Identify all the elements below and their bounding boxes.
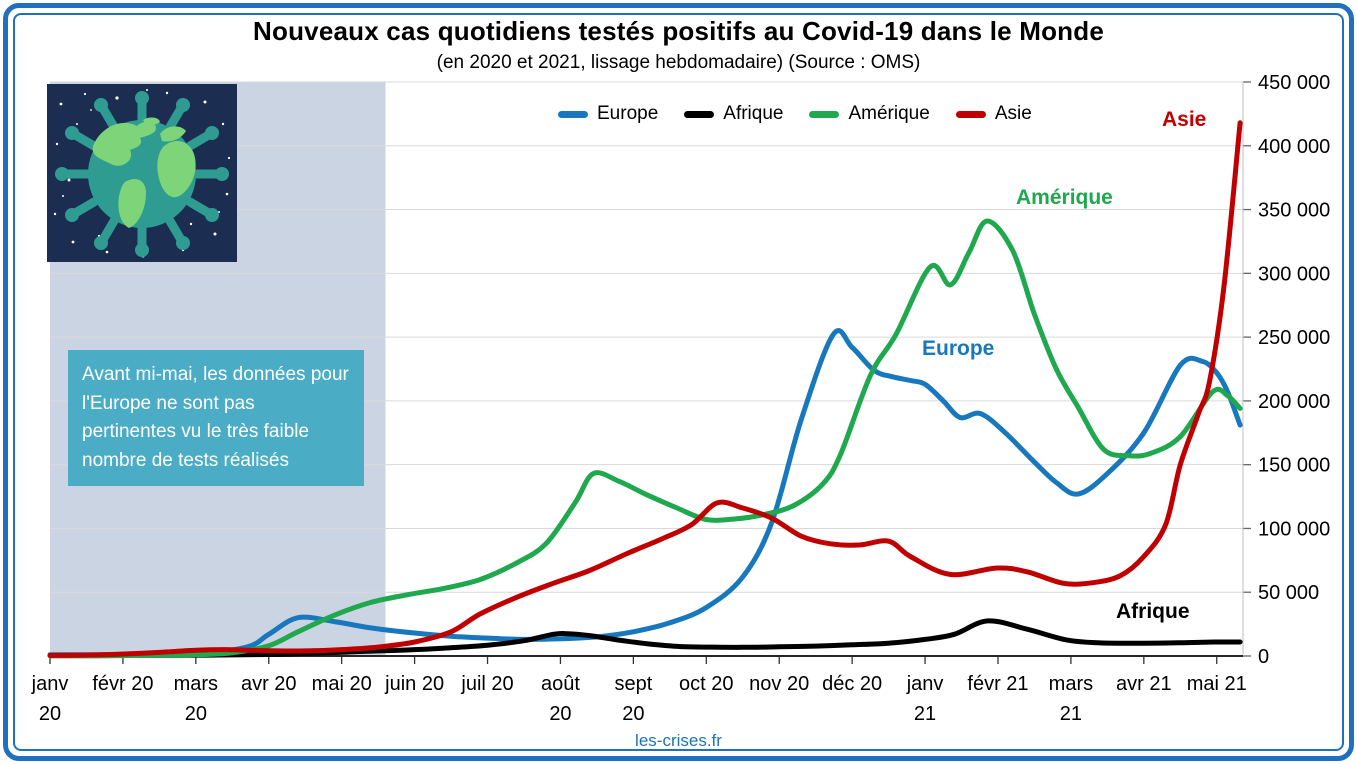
chart-subtitle: (en 2020 et 2021, lissage hebdomadaire) … [436,52,921,73]
x-tick-label: nov 20 [749,673,809,695]
y-tick-label: 50 000 [1258,582,1319,604]
x-tick-label: sept [614,673,652,695]
x-tick-label: avr 21 [1116,673,1172,695]
x-tick-label: mai 20 [312,673,372,695]
x-tick-label-line2: 20 [39,703,61,725]
x-tick-label: oct 20 [679,673,733,695]
legend-item-europe: Europe [558,103,658,125]
virus-globe-image [47,84,237,262]
x-tick-label: déc 20 [822,673,882,695]
legend-label-europe: Europe [597,103,659,124]
series-line-asie [47,120,1243,658]
legend-swatch-afrique [684,110,715,118]
series-line-europe [47,328,1243,658]
series-label-afrique: Afrique [1116,600,1190,623]
x-tick-label-line2: 21 [914,703,936,725]
legend-label-amerique: Amérique [848,103,930,124]
x-tick-label: févr 20 [92,673,153,695]
series-label-europe: Europe [922,337,995,360]
x-tick-label: juin 20 [384,673,444,695]
x-tick-label: août [541,673,580,695]
legend-swatch-europe [558,110,588,118]
y-tick-label: 100 000 [1258,518,1330,540]
virus-spike-knobs [55,91,229,257]
y-tick-label: 200 000 [1258,391,1330,413]
series-label-asie: Asie [1162,108,1207,131]
chart-title: Nouveaux cas quotidiens testés positifs … [253,16,1104,46]
chart-legend: Europe Afrique Amérique Asie [558,103,1032,125]
x-tick-label: mars [174,673,218,695]
europe-data-note: Avant mi-mai, les données pour l'Europe … [68,350,364,486]
x-tick-label-line2: 20 [549,703,571,725]
series-line-afrique [47,618,1243,659]
virus-spikes [62,97,222,251]
x-tick-label-line2: 20 [185,703,207,725]
x-tick-label-line2: 21 [1060,703,1082,725]
y-tick-label: 350 000 [1258,200,1330,222]
y-tick-label: 450 000 [1258,72,1330,94]
x-tick-label: mars [1049,673,1093,695]
y-tick-label: 150 000 [1258,455,1330,477]
series-label-amerique: Amérique [1016,186,1113,209]
source-site-label: les-crises.fr [635,731,722,750]
x-tick-label: févr 21 [967,673,1028,695]
y-tick-label: 400 000 [1258,136,1330,158]
x-tick-label: mai 21 [1187,673,1247,695]
legend-item-amerique: Amérique [809,103,930,125]
x-tick-label: janv [31,673,69,695]
legend-item-afrique: Afrique [684,103,783,125]
x-tick-label-line2: 20 [622,703,644,725]
legend-label-asie: Asie [994,103,1032,124]
legend-item-asie: Asie [955,103,1032,125]
y-tick-label: 300 000 [1258,263,1330,285]
legend-swatch-asie [955,110,986,118]
x-tick-label: janv [906,673,944,695]
x-tick-label: juil 20 [460,673,513,695]
stars [53,89,231,258]
y-tick-label: 250 000 [1258,327,1330,349]
legend-label-afrique: Afrique [723,103,784,124]
legend-swatch-amerique [809,110,840,118]
continents [92,117,196,228]
x-tick-label: avr 20 [241,673,297,695]
y-tick-label: 0 [1258,646,1269,668]
